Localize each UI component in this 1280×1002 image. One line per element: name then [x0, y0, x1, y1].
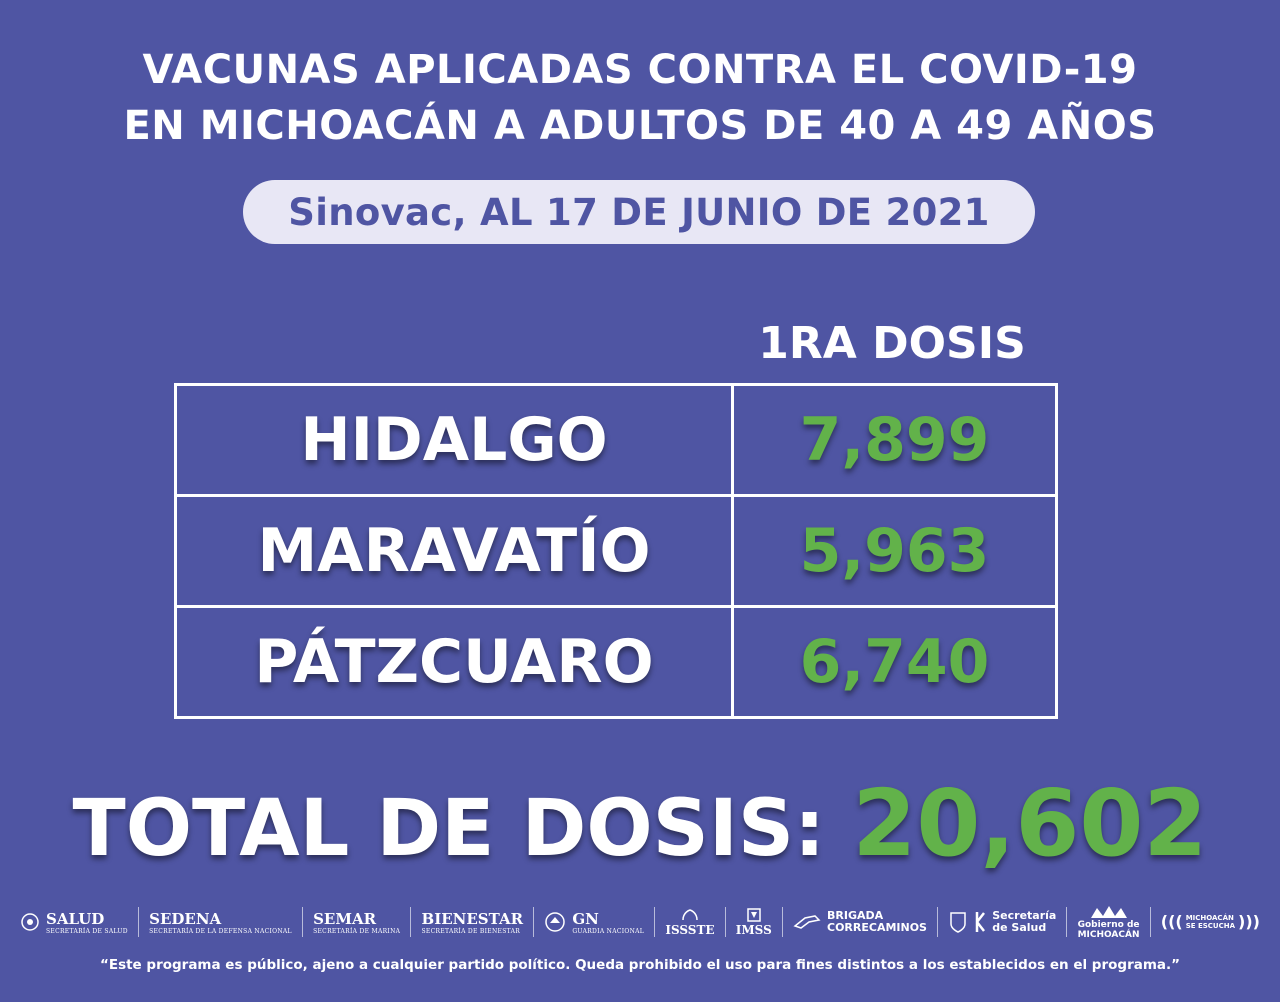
divider — [138, 907, 140, 937]
logo-secretaria-salud-michoacan: Secretaría de Salud — [948, 910, 1056, 934]
left-sound-waves-icon: ((( — [1160, 912, 1183, 931]
dose-count-cell: 7,899 — [731, 383, 1058, 497]
logo-semar: SEMAR SECRETARÍA DE MARINA — [313, 909, 401, 935]
subtitle-pill: Sinovac, AL 17 DE JUNIO DE 2021 — [243, 180, 1035, 244]
dose-count-cell: 5,963 — [731, 494, 1058, 608]
logo-michoacan-se-escucha: ((( MICHOACÁN SE ESCUCHA ))) — [1160, 912, 1260, 931]
monarch-crown-icon — [1090, 906, 1127, 918]
imss-emblem-icon — [747, 907, 761, 922]
table-row: HIDALGO 7,899 — [174, 383, 1058, 497]
title-line-1: VACUNAS APLICADAS CONTRA EL COVID-19 — [142, 47, 1138, 93]
total-value: 20,602 — [852, 770, 1208, 877]
subtitle-text: Sinovac, AL 17 DE JUNIO DE 2021 — [288, 190, 990, 234]
table-row: MARAVATÍO 5,963 — [174, 494, 1058, 608]
logo-guardia-nacional: GN GUARDIA NACIONAL — [544, 910, 644, 935]
divider — [781, 907, 783, 937]
divider — [1066, 907, 1068, 937]
municipality-cell: PÁTZCUARO — [174, 605, 734, 719]
divider — [533, 907, 535, 937]
logo-salud: SALUD SECRETARÍA DE SALUD — [20, 910, 128, 935]
logo-sedena: SEDENA SECRETARÍA DE LA DEFENSA NACIONAL — [149, 909, 292, 935]
right-sound-waves-icon: ))) — [1238, 912, 1260, 931]
title-line-2: EN MICHOACÁN A ADULTOS DE 40 A 49 AÑOS — [123, 103, 1157, 149]
roadrunner-icon — [793, 915, 821, 929]
total-label: TOTAL DE DOSIS: — [72, 784, 826, 874]
guardia-nacional-seal-icon — [545, 912, 566, 932]
logo-gobierno-michoacan: Gobierno de MICHOACÁN — [1078, 904, 1140, 940]
municipality-cell: MARAVATÍO — [174, 494, 734, 608]
logo-bienestar: BIENESTAR SECRETARÍA DE BIENESTAR — [421, 909, 524, 935]
column-header-first-dose: 1RA DOSIS — [758, 318, 1026, 369]
municipality-cell: HIDALGO — [174, 383, 734, 497]
divider — [654, 907, 656, 937]
divider — [301, 907, 303, 937]
divider — [724, 907, 726, 937]
k-symbol-icon — [975, 912, 986, 932]
table-row: PÁTZCUARO 6,740 — [174, 605, 1058, 719]
michoacan-shield-icon — [950, 912, 966, 933]
mexico-seal-icon — [21, 913, 39, 931]
doses-table: HIDALGO 7,899 MARAVATÍO 5,963 PÁTZCUARO … — [174, 383, 1058, 719]
sponsor-logos-bar: SALUD SECRETARÍA DE SALUD SEDENA SECRETARÍ… — [20, 900, 1260, 944]
issste-emblem-icon — [682, 908, 698, 920]
divider — [937, 907, 939, 937]
dose-count-cell: 6,740 — [731, 605, 1058, 719]
total-doses: TOTAL DE DOSIS: 20,602 — [0, 770, 1280, 877]
legal-disclaimer: “Este programa es público, ajeno a cualq… — [99, 957, 1181, 973]
logo-issste: ISSSTE — [665, 908, 715, 937]
divider — [1149, 907, 1151, 937]
logo-brigada-correcaminos: BRIGADA CORRECAMINOS — [793, 910, 927, 934]
main-title: VACUNAS APLICADAS CONTRA EL COVID-19 EN … — [0, 42, 1280, 154]
logo-imss: IMSS — [736, 907, 772, 937]
divider — [410, 907, 412, 937]
